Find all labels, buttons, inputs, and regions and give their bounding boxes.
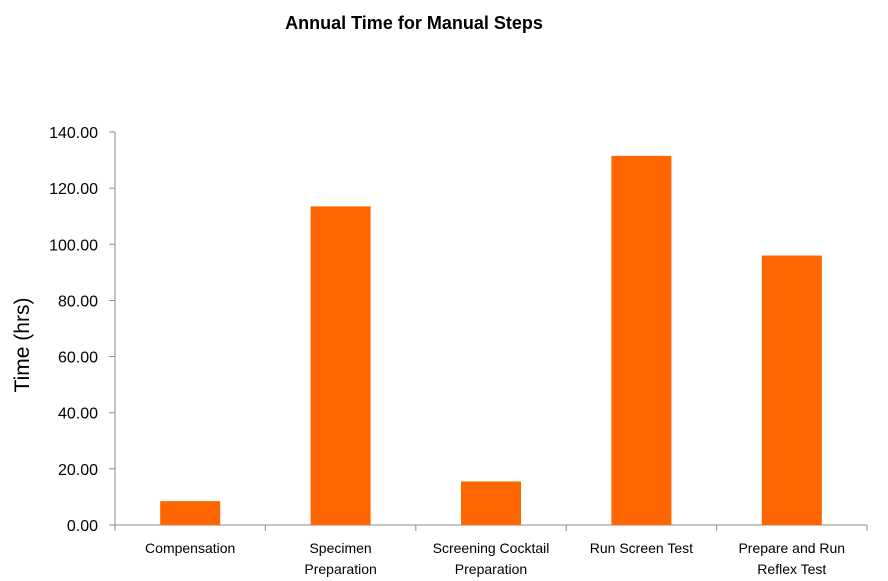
y-tick-label: 20.00	[58, 462, 98, 479]
y-tick-label: 0.00	[67, 518, 98, 535]
y-tick-label: 100.00	[49, 237, 98, 254]
chart-title: Annual Time for Manual Steps	[285, 13, 543, 33]
y-tick-label: 120.00	[49, 181, 98, 198]
y-axis-label: Time (hrs)	[11, 298, 34, 393]
bar	[761, 255, 822, 525]
y-tick-label: 80.00	[58, 293, 98, 310]
x-category-label: Compensation	[145, 540, 235, 556]
bar	[611, 155, 672, 525]
y-tick-label: 140.00	[49, 125, 98, 142]
y-axis: 0.00 20.00 40.00 60.00 80.00 100.00 120.00 140.…	[49, 125, 116, 535]
x-category-label: Specimen Preparation	[304, 540, 376, 577]
bar	[310, 206, 371, 525]
x-category-label-line: Reflex Test	[757, 561, 826, 577]
bar	[461, 481, 521, 525]
y-tick-label: 60.00	[58, 350, 98, 367]
x-category-label: Screening Cocktail Preparation	[433, 540, 550, 577]
x-category-label-line: Preparation	[304, 561, 376, 577]
x-category-label: Run Screen Test	[590, 540, 693, 556]
x-category-label-line: Screening Cocktail	[433, 540, 550, 556]
x-category-label-line: Specimen	[309, 540, 371, 556]
bars	[160, 155, 822, 525]
x-category-label-line: Prepare and Run	[738, 540, 845, 556]
y-tick-label: 40.00	[58, 406, 98, 423]
x-category-label-line: Preparation	[455, 561, 527, 577]
x-category-label-line: Run Screen Test	[590, 540, 693, 556]
x-axis: Compensation Specimen PreparationScreening…	[114, 524, 868, 577]
x-category-label: Prepare and Run Reflex Test	[738, 540, 845, 577]
x-category-label-line: Compensation	[145, 540, 235, 556]
bar	[160, 501, 221, 525]
